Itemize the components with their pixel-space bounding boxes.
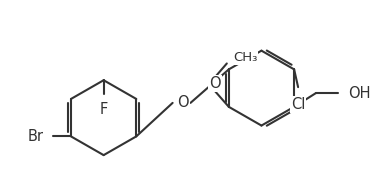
Text: Cl: Cl [291, 97, 305, 112]
Text: CH₃: CH₃ [233, 51, 257, 64]
Text: O: O [209, 76, 221, 91]
Text: O: O [177, 95, 188, 110]
Text: Br: Br [27, 129, 43, 144]
Text: OH: OH [348, 86, 370, 100]
Text: F: F [99, 102, 108, 117]
